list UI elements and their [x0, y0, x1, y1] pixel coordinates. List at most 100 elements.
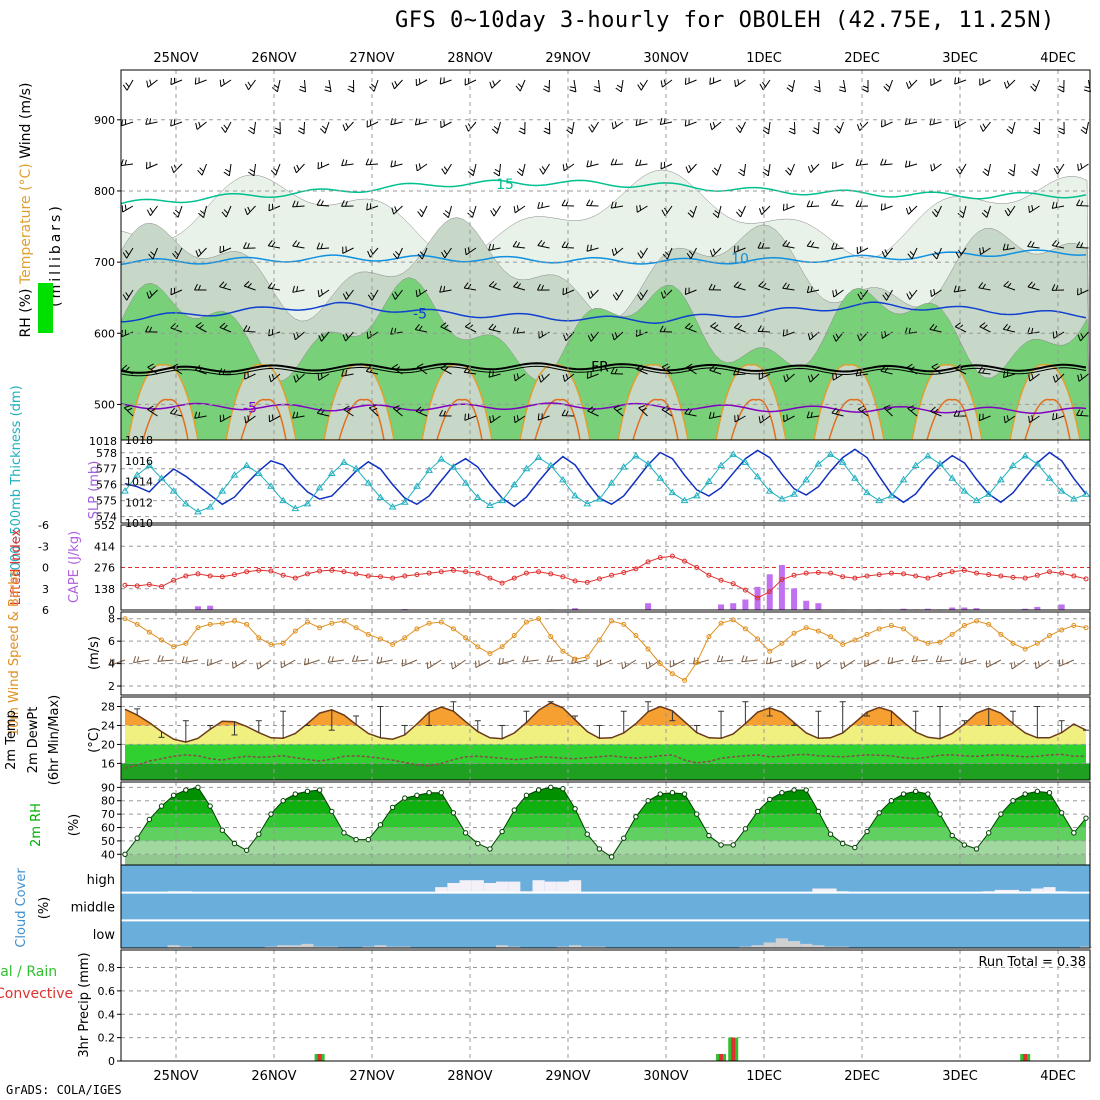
- wind-speed-point: [1083, 625, 1089, 631]
- wind-barb: [615, 79, 624, 93]
- wind-barb: [194, 283, 207, 291]
- lifted-index-point: [499, 580, 505, 586]
- temp-contour-20: [715, 364, 787, 440]
- wind-speed-point: [511, 633, 517, 639]
- wind-barb: [734, 414, 746, 423]
- wind-barb: [512, 240, 526, 249]
- wind-barb: [293, 373, 305, 383]
- date-tick-bottom: 2DEC: [844, 1069, 880, 1084]
- rh-point: [681, 791, 688, 797]
- date-tick-bottom: 3DEC: [942, 1069, 978, 1084]
- rh-point: [207, 803, 213, 809]
- cloud-bar-high: [483, 882, 497, 893]
- wind-barb: [194, 411, 207, 419]
- wind-speed-point: [572, 656, 578, 662]
- wind-speed-point: [499, 644, 505, 650]
- wind-speed-point: [268, 642, 274, 648]
- rh-point: [475, 840, 481, 847]
- wind-barb: [807, 373, 820, 383]
- lifted-index-point: [438, 569, 444, 575]
- lifted-index-point: [633, 566, 639, 572]
- rh-point: [864, 828, 870, 835]
- rh-point: [1034, 788, 1041, 795]
- thickness-point: [984, 490, 993, 497]
- lifted-index-point: [913, 573, 919, 579]
- wind-barb: [907, 405, 918, 417]
- cloud-bar-low: [374, 945, 387, 948]
- lifted-index-point: [682, 558, 688, 564]
- wind-speed-point: [390, 642, 396, 648]
- wind-barb: [464, 78, 477, 86]
- lifted-index-point: [840, 574, 846, 580]
- cloud-bar-low: [508, 946, 521, 948]
- rh-point: [219, 827, 226, 833]
- wind-barb: [587, 289, 599, 299]
- thickness-point: [364, 479, 373, 486]
- rh-point: [718, 842, 724, 848]
- cloud-bar-low: [277, 945, 290, 948]
- rh-point: [377, 822, 384, 828]
- wind-barb: [513, 281, 526, 291]
- wind-barb: [907, 247, 918, 260]
- cloud-bar-high: [435, 887, 448, 893]
- wind-barb: [758, 205, 771, 215]
- wind-barb: [1031, 163, 1040, 177]
- wind-barb: [441, 247, 452, 259]
- wind-speed-point: [450, 626, 456, 632]
- wind-barb: [978, 282, 991, 291]
- wind-barb: [782, 329, 795, 337]
- wind-barb: [342, 121, 354, 132]
- thickness-point: [607, 479, 616, 486]
- wind-barb: [686, 363, 697, 375]
- lifted-index-point: [596, 576, 602, 582]
- thickness-point: [206, 503, 215, 510]
- surface-wind-barb: [522, 655, 539, 663]
- date-tick-top: 29NOV: [545, 51, 590, 66]
- wind-barb: [635, 159, 648, 167]
- thickness-point: [632, 451, 640, 459]
- wind-barb: [392, 405, 403, 417]
- wind-barb: [979, 247, 991, 256]
- wind-barb: [121, 204, 134, 213]
- lifted-index-point: [219, 574, 225, 580]
- wind-speed-point: [609, 618, 615, 624]
- wind-speed-point: [779, 640, 785, 646]
- temp-fill-warm: [125, 725, 1086, 745]
- contour-label: FR: [591, 360, 609, 376]
- thickness-point: [814, 459, 823, 467]
- thickness-point: [1069, 495, 1078, 502]
- lifted-index-point: [657, 555, 663, 561]
- lifted-frame: [120, 524, 1091, 611]
- wind-barb: [316, 242, 330, 250]
- lifted-tick: 0: [42, 562, 49, 575]
- rh-point: [572, 806, 578, 812]
- rh-point: [389, 804, 396, 811]
- surface-wind-barb: [451, 659, 466, 670]
- wind-speed-point: [657, 661, 663, 667]
- wind-barb: [661, 405, 673, 417]
- wind-barb: [390, 160, 403, 168]
- y-tick-label: 0.4: [98, 1008, 116, 1021]
- wind-barb: [880, 158, 893, 166]
- wind-barb: [317, 372, 330, 381]
- wind-barb: [542, 79, 550, 93]
- lifted-index-point: [730, 581, 736, 587]
- cape-axis-label: CAPE (J/kg): [67, 531, 82, 603]
- y-tick-label: 0.8: [98, 962, 116, 975]
- wind-barb: [684, 119, 697, 127]
- wind-barb: [416, 363, 428, 375]
- rh-point: [840, 840, 846, 847]
- rh-point: [122, 851, 128, 857]
- wind-speed-point: [864, 631, 870, 637]
- temp-frame: [120, 696, 1091, 781]
- surface-wind-barb: [645, 659, 661, 670]
- wind-speed-point: [292, 628, 298, 634]
- wind-speed-point: [548, 634, 554, 640]
- cloud-bar-low: [289, 945, 302, 948]
- wind-barb: [467, 205, 477, 218]
- wind-barb: [954, 322, 967, 333]
- wind-barb: [832, 289, 844, 298]
- wind-barb: [786, 79, 795, 93]
- footer-credit: GrADS: COLA/IGES: [6, 1083, 122, 1097]
- lifted-index-point: [244, 569, 250, 575]
